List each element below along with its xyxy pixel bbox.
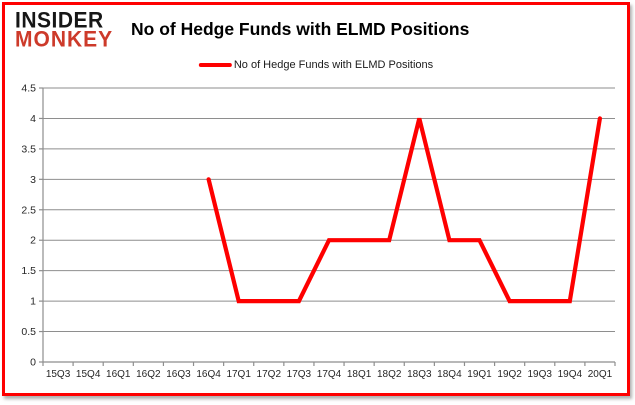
y-axis-label: 0.5 [21,326,36,338]
x-axis-label: 18Q2 [377,369,402,380]
x-axis-label: 17Q2 [257,369,282,380]
x-axis-label: 16Q4 [196,369,221,380]
x-axis-label: 17Q3 [287,369,312,380]
x-axis-label: 15Q4 [76,369,101,380]
x-axis-label: 19Q4 [558,369,583,380]
chart-title: No of Hedge Funds with ELMD Positions [131,19,470,39]
chart-frame: INSIDER MONKEY No of Hedge Funds with EL… [2,2,630,396]
x-axis-label: 16Q1 [106,369,131,380]
series-line [206,116,603,304]
y-axis-label: 2 [30,235,36,247]
logo-word-insider: INSIDER [15,8,104,33]
y-axis-label: 3 [30,174,36,186]
x-axis-label: 19Q3 [528,369,553,380]
y-axis-label: 3.5 [21,143,36,155]
x-axis-label: 20Q1 [588,369,613,380]
y-axis-label: 0 [30,357,36,369]
x-axis-label: 17Q1 [226,369,251,380]
insider-monkey-logo: INSIDER MONKEY [15,8,114,52]
y-axis-label: 4.5 [21,83,36,95]
y-axis-label: 1.5 [21,265,36,277]
x-axis-label: 15Q3 [46,369,71,380]
x-axis-label: 18Q3 [407,369,432,380]
y-axis-label: 2.5 [21,204,36,216]
y-axis-label: 4 [30,113,36,125]
y-axis-label: 1 [30,296,36,308]
legend-line-swatch [198,63,232,67]
x-axis-label: 18Q1 [347,369,372,380]
x-axis-label: 18Q4 [437,369,462,380]
x-axis-label: 17Q4 [317,369,342,380]
x-axis-label: 19Q1 [467,369,492,380]
x-axis-label: 16Q3 [166,369,191,380]
legend-label: No of Hedge Funds with ELMD Positions [233,59,434,71]
chart-legend: No of Hedge Funds with ELMD Positions [198,59,434,71]
logo-word-monkey: MONKEY [15,27,114,52]
x-axis-label: 16Q2 [136,369,161,380]
x-axis-label: 19Q2 [497,369,522,380]
